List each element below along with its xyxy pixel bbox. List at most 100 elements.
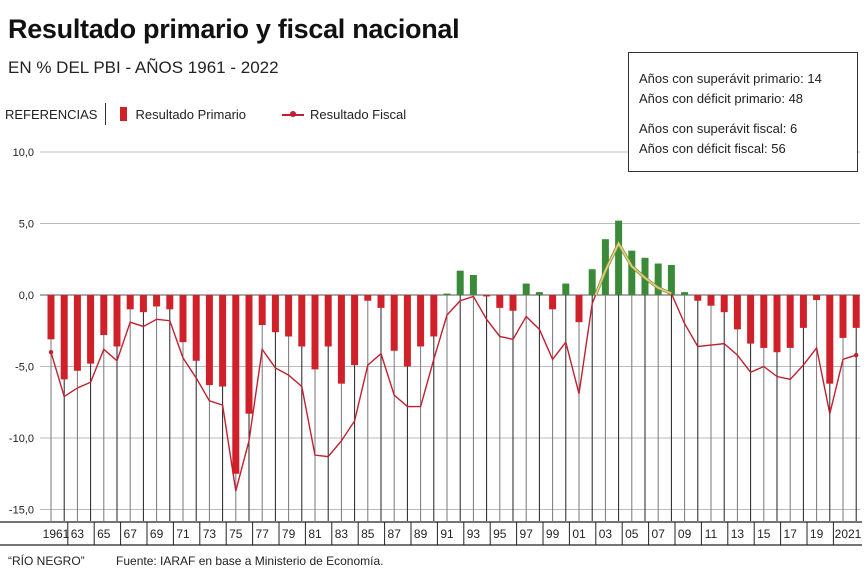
bar-primario-2002 — [588, 269, 596, 295]
bar-primario-1995 — [496, 295, 504, 308]
legend-primary: Resultado Primario — [135, 106, 247, 122]
bar-primario-2019 — [813, 295, 821, 301]
bar-primario-2005 — [628, 250, 636, 295]
x-tick-label: 07 — [652, 527, 666, 541]
bar-primario-1961 — [47, 295, 55, 340]
bar-primario-2018 — [799, 295, 807, 328]
bar-primario-1999 — [549, 295, 557, 310]
bar-primario-2004 — [615, 220, 623, 295]
bar-primario-1976 — [245, 295, 253, 414]
bar-primario-1964 — [87, 295, 95, 364]
x-tick-label: 93 — [467, 527, 481, 541]
legend-bar-swatch — [120, 107, 128, 121]
page-title: Resultado primario y fiscal nacional — [8, 14, 460, 44]
point-fiscal-first — [48, 350, 54, 355]
x-tick-label: 13 — [731, 527, 745, 541]
x-tick-label: 85 — [361, 527, 375, 541]
bar-primario-1982 — [324, 295, 332, 347]
x-tick-label: 03 — [599, 527, 613, 541]
bar-primario-1994 — [483, 295, 491, 297]
x-tick-label: 01 — [572, 527, 586, 541]
bar-primario-2007 — [654, 263, 662, 295]
bar-primario-2012 — [720, 295, 728, 313]
bar-primario-1970 — [166, 295, 174, 310]
y-tick-label: 0,0 — [19, 290, 34, 302]
bar-primario-2022 — [852, 295, 860, 328]
bar-primario-1991 — [443, 293, 451, 295]
legend-fiscal: Resultado Fiscal — [310, 106, 407, 122]
bar-primario-1985 — [364, 295, 372, 301]
y-tick-label: -15,0 — [9, 505, 34, 517]
x-tick-label: 05 — [625, 527, 639, 541]
y-tick-label: 5,0 — [19, 219, 34, 231]
x-tick-label: 09 — [678, 527, 692, 541]
footer-source: Fuente: IARAF en base a Ministerio de Ec… — [116, 554, 384, 568]
x-tick-label: 83 — [335, 527, 349, 541]
x-tick-label: 63 — [71, 527, 85, 541]
bar-primario-2017 — [786, 295, 794, 348]
x-tick-label: 2021 — [835, 527, 862, 541]
bar-primario-1974 — [219, 295, 227, 387]
x-tick-label: 75 — [229, 527, 243, 541]
bar-primario-1992 — [456, 270, 464, 295]
legend-line-swatch — [282, 108, 305, 120]
x-tick-label: 1961 — [43, 527, 70, 541]
x-tick-label: 17 — [784, 527, 798, 541]
bar-primario-1978 — [271, 295, 279, 333]
bar-primario-1972 — [192, 295, 200, 361]
bar-primario-1971 — [179, 295, 187, 343]
bar-primario-1984 — [351, 295, 359, 366]
bar-primario-1979 — [285, 295, 293, 337]
bar-primario-1983 — [337, 295, 345, 384]
legend-label: REFERENCIAS — [5, 106, 98, 122]
x-tick-label: 91 — [440, 527, 454, 541]
bar-primario-2011 — [707, 295, 715, 306]
x-tick-label: 97 — [520, 527, 534, 541]
footer: “RÍO NEGRO” Fuente: IARAF en base a Mini… — [8, 554, 411, 568]
bar-primario-1975 — [232, 295, 240, 474]
bar-primario-1997 — [522, 283, 530, 295]
footer-credit: “RÍO NEGRO” — [8, 554, 85, 568]
y-tick-label: 10,0 — [13, 147, 34, 159]
info-line: Años con superávit primario: 14 — [639, 71, 822, 86]
bar-primario-2000 — [562, 283, 570, 295]
bar-primario-1977 — [258, 295, 266, 326]
info-line: Años con déficit fiscal: 56 — [639, 141, 786, 156]
x-tick-label: 73 — [203, 527, 217, 541]
x-tick-label: 79 — [282, 527, 296, 541]
x-tick-label: 87 — [388, 527, 402, 541]
bar-primario-2014 — [747, 295, 755, 344]
bar-primario-1980 — [298, 295, 306, 347]
info-box: Años con superávit primario: 14 Años con… — [628, 52, 858, 172]
y-tick-label: -10,0 — [9, 433, 34, 445]
line-fiscal-highlight — [594, 241, 672, 296]
bar-primario-1967 — [126, 295, 134, 310]
bar-primario-1969 — [153, 295, 161, 307]
bar-primario-1962 — [60, 295, 68, 380]
bar-primario-2015 — [760, 295, 768, 348]
x-tick-label: 89 — [414, 527, 428, 541]
bar-primario-1993 — [469, 274, 477, 295]
page-subtitle: EN % DEL PBI - AÑOS 1961 - 2022 — [8, 58, 279, 77]
x-tick-label: 11 — [705, 527, 718, 541]
info-line: Años con superávit fiscal: 6 — [639, 121, 798, 136]
bar-primario-2020 — [826, 295, 834, 384]
bar-primario-1981 — [311, 295, 319, 370]
x-tick-label: 77 — [256, 527, 270, 541]
bar-primario-2010 — [694, 295, 702, 301]
y-tick-label: -5,0 — [15, 362, 34, 374]
bar-primario-2016 — [773, 295, 781, 353]
bar-primario-2021 — [839, 295, 847, 338]
info-line: Años con déficit primario: 48 — [639, 91, 804, 106]
bar-primario-1966 — [113, 295, 121, 347]
x-tick-label: 65 — [97, 527, 111, 541]
x-tick-label: 99 — [546, 527, 560, 541]
bar-primario-1968 — [139, 295, 147, 313]
bar-primario-2008 — [667, 264, 675, 295]
line-fiscal — [50, 242, 857, 492]
x-tick-label: 19 — [810, 527, 824, 541]
bar-primario-2013 — [733, 295, 741, 330]
x-tick-label: 69 — [150, 527, 164, 541]
